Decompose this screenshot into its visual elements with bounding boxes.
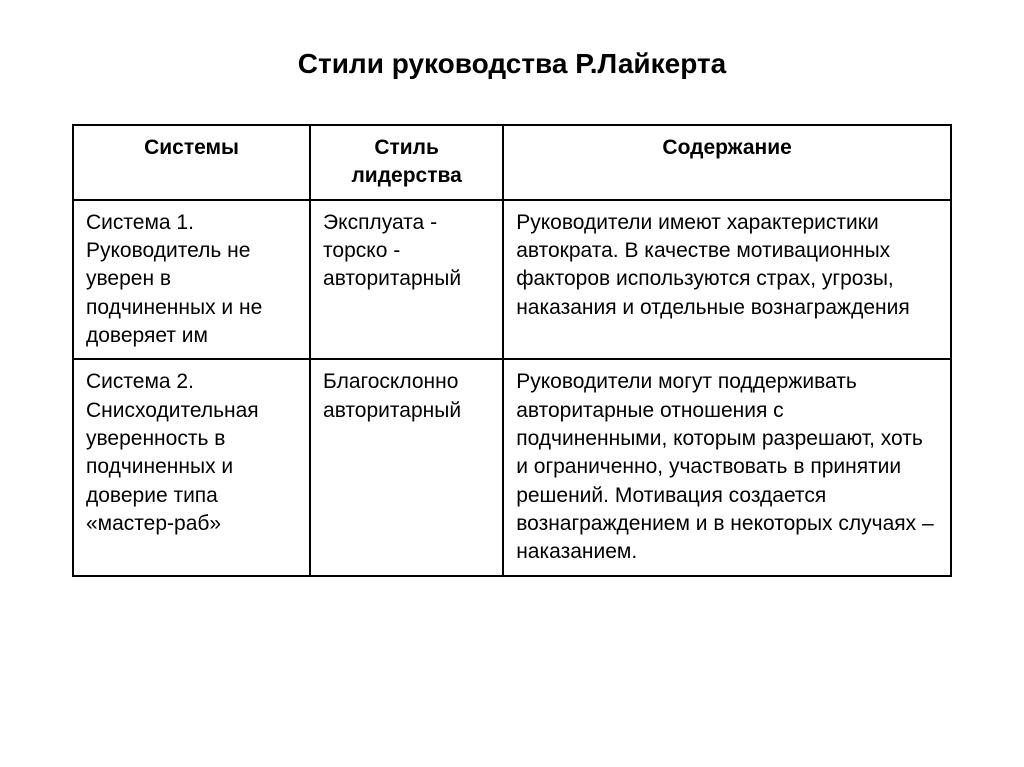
table-header-row: Системы Стиль лидерства Содержание [73, 125, 951, 200]
likert-table: Системы Стиль лидерства Содержание Систе… [72, 124, 952, 577]
cell-content: Руководители могут поддерживать авторита… [503, 359, 951, 575]
style-text-line: Благосклонно авторитарный [323, 368, 490, 425]
cell-system: Система 2. Снисходительная уверенность в… [73, 359, 310, 575]
cell-style: Благосклонно авторитарный [310, 359, 503, 575]
table-row: Система 2. Снисходительная уверенность в… [73, 359, 951, 575]
style-text-line: торско - авторитарный [323, 237, 490, 294]
cell-style: Эксплуата - торско - авторитарный [310, 200, 503, 360]
page-title: Стили руководства Р.Лайкерта [72, 48, 952, 80]
cell-system: Система 1. Руководитель не уверен в подч… [73, 200, 310, 360]
col-header-content: Содержание [503, 125, 951, 200]
col-header-style: Стиль лидерства [310, 125, 503, 200]
col-header-systems: Системы [73, 125, 310, 200]
table-row: Система 1. Руководитель не уверен в подч… [73, 200, 951, 360]
slide: Стили руководства Р.Лайкерта Системы Сти… [0, 0, 1024, 767]
style-text-line: Эксплуата - [323, 209, 490, 237]
cell-content: Руководители имеют характеристики автокр… [503, 200, 951, 360]
